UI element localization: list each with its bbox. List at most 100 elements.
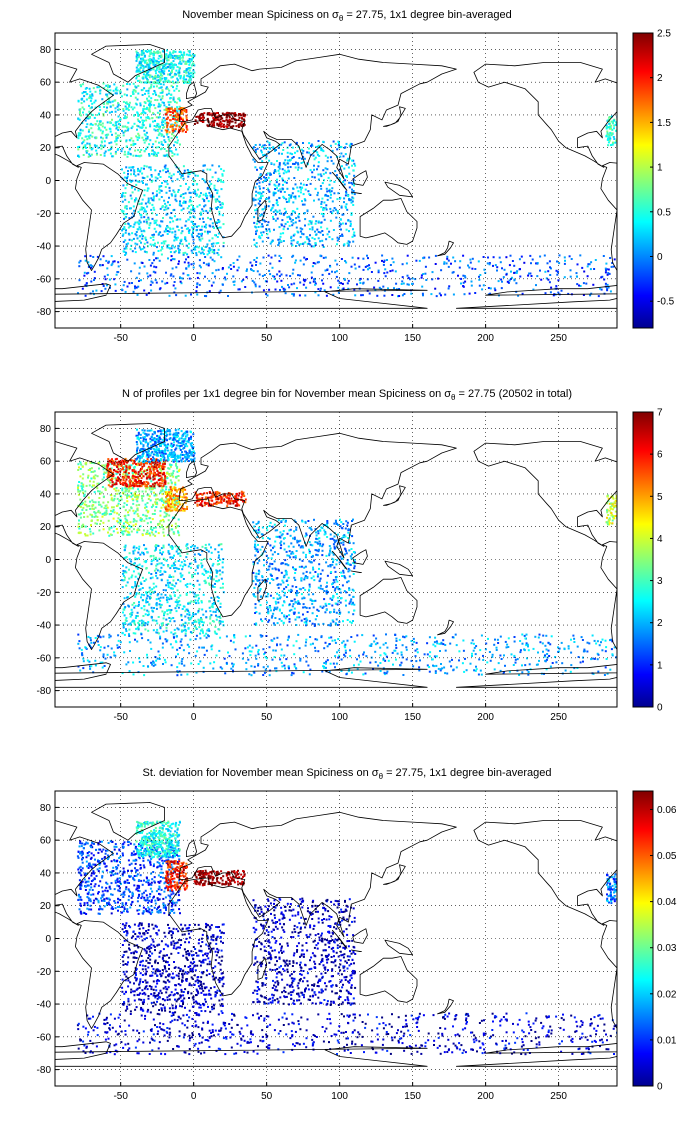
data-cell <box>119 90 122 93</box>
data-cell <box>174 230 177 233</box>
data-cell <box>317 198 320 201</box>
data-cell <box>166 508 169 511</box>
data-cell <box>182 507 185 510</box>
data-cell <box>133 200 136 203</box>
data-cell <box>488 263 491 266</box>
data-cell <box>135 70 138 73</box>
data-cell <box>612 142 615 145</box>
data-cell <box>106 121 109 124</box>
data-cell <box>231 126 234 129</box>
data-cell <box>328 189 331 192</box>
data-cell <box>198 283 201 286</box>
data-cell <box>182 60 185 63</box>
data-cell <box>221 174 224 177</box>
data-cell <box>286 221 289 223</box>
data-cell <box>316 153 319 156</box>
data-cell <box>348 144 351 147</box>
data-cell <box>317 261 320 264</box>
data-cell <box>228 120 230 123</box>
data-cell <box>165 502 168 505</box>
data-cell <box>136 464 139 467</box>
data-cell <box>130 127 133 130</box>
data-cell <box>107 463 110 466</box>
data-cell <box>288 215 291 218</box>
data-cell <box>193 216 196 219</box>
data-cell <box>147 74 150 77</box>
data-cell <box>408 278 411 281</box>
data-cell <box>255 190 258 193</box>
data-cell <box>346 208 349 211</box>
data-cell <box>84 284 87 287</box>
data-cell <box>486 262 489 265</box>
data-cell <box>252 146 255 149</box>
data-cell <box>106 101 109 103</box>
data-cell <box>134 473 137 476</box>
data-cell <box>145 480 148 483</box>
data-cell <box>141 481 144 484</box>
data-cell <box>89 533 92 536</box>
data-cell <box>163 465 166 468</box>
data-cell <box>192 222 195 225</box>
data-cell <box>540 278 543 281</box>
data-cell <box>202 169 205 172</box>
data-cell <box>344 194 347 197</box>
data-cell <box>175 501 178 504</box>
data-cell <box>99 108 102 111</box>
data-cell <box>140 207 143 210</box>
data-cell <box>515 290 518 293</box>
data-cell <box>170 93 173 96</box>
data-cell <box>160 196 163 198</box>
data-cell <box>215 242 218 245</box>
data-cell <box>88 110 91 113</box>
data-cell <box>209 256 212 259</box>
data-cell <box>173 144 175 147</box>
data-cell <box>347 157 350 160</box>
data-cell <box>352 178 355 181</box>
data-cell <box>80 102 83 105</box>
data-cell <box>134 85 137 88</box>
data-cell <box>82 91 85 94</box>
data-cell <box>92 256 95 258</box>
data-cell <box>163 104 166 107</box>
data-cell <box>181 230 184 233</box>
data-cell <box>258 221 261 224</box>
data-cell <box>301 228 304 231</box>
panel-title-subscript: θ <box>339 14 344 23</box>
data-cell <box>125 243 128 246</box>
data-cell <box>229 112 232 115</box>
data-cell <box>529 272 532 275</box>
data-cell <box>116 466 119 468</box>
data-cell <box>162 120 165 123</box>
data-cell <box>134 285 136 288</box>
data-cell <box>192 205 194 208</box>
data-cell <box>164 202 167 205</box>
y-tick-label: 0 <box>45 176 51 187</box>
data-cell <box>111 262 114 265</box>
data-cell <box>254 204 257 207</box>
data-cell <box>184 238 187 241</box>
data-cell <box>124 112 127 115</box>
data-cell <box>315 145 318 148</box>
data-cell <box>214 189 217 191</box>
data-cell <box>86 138 89 141</box>
data-cell <box>118 477 120 480</box>
data-cell <box>145 505 148 508</box>
data-cell <box>168 488 171 491</box>
data-cell <box>145 251 148 254</box>
data-cell <box>136 118 139 121</box>
data-cell <box>92 470 95 473</box>
data-cell <box>178 58 181 61</box>
data-cell <box>212 245 215 248</box>
data-cell <box>144 75 147 78</box>
data-cell <box>192 75 195 78</box>
data-cell <box>123 471 126 474</box>
data-cell <box>148 532 151 535</box>
data-cell <box>278 183 281 186</box>
data-cell <box>220 179 222 182</box>
data-cell <box>183 109 186 112</box>
data-cell <box>163 479 166 482</box>
data-cell <box>269 172 272 175</box>
data-cell <box>159 249 162 252</box>
data-cell <box>99 123 102 126</box>
data-cell <box>140 470 143 473</box>
